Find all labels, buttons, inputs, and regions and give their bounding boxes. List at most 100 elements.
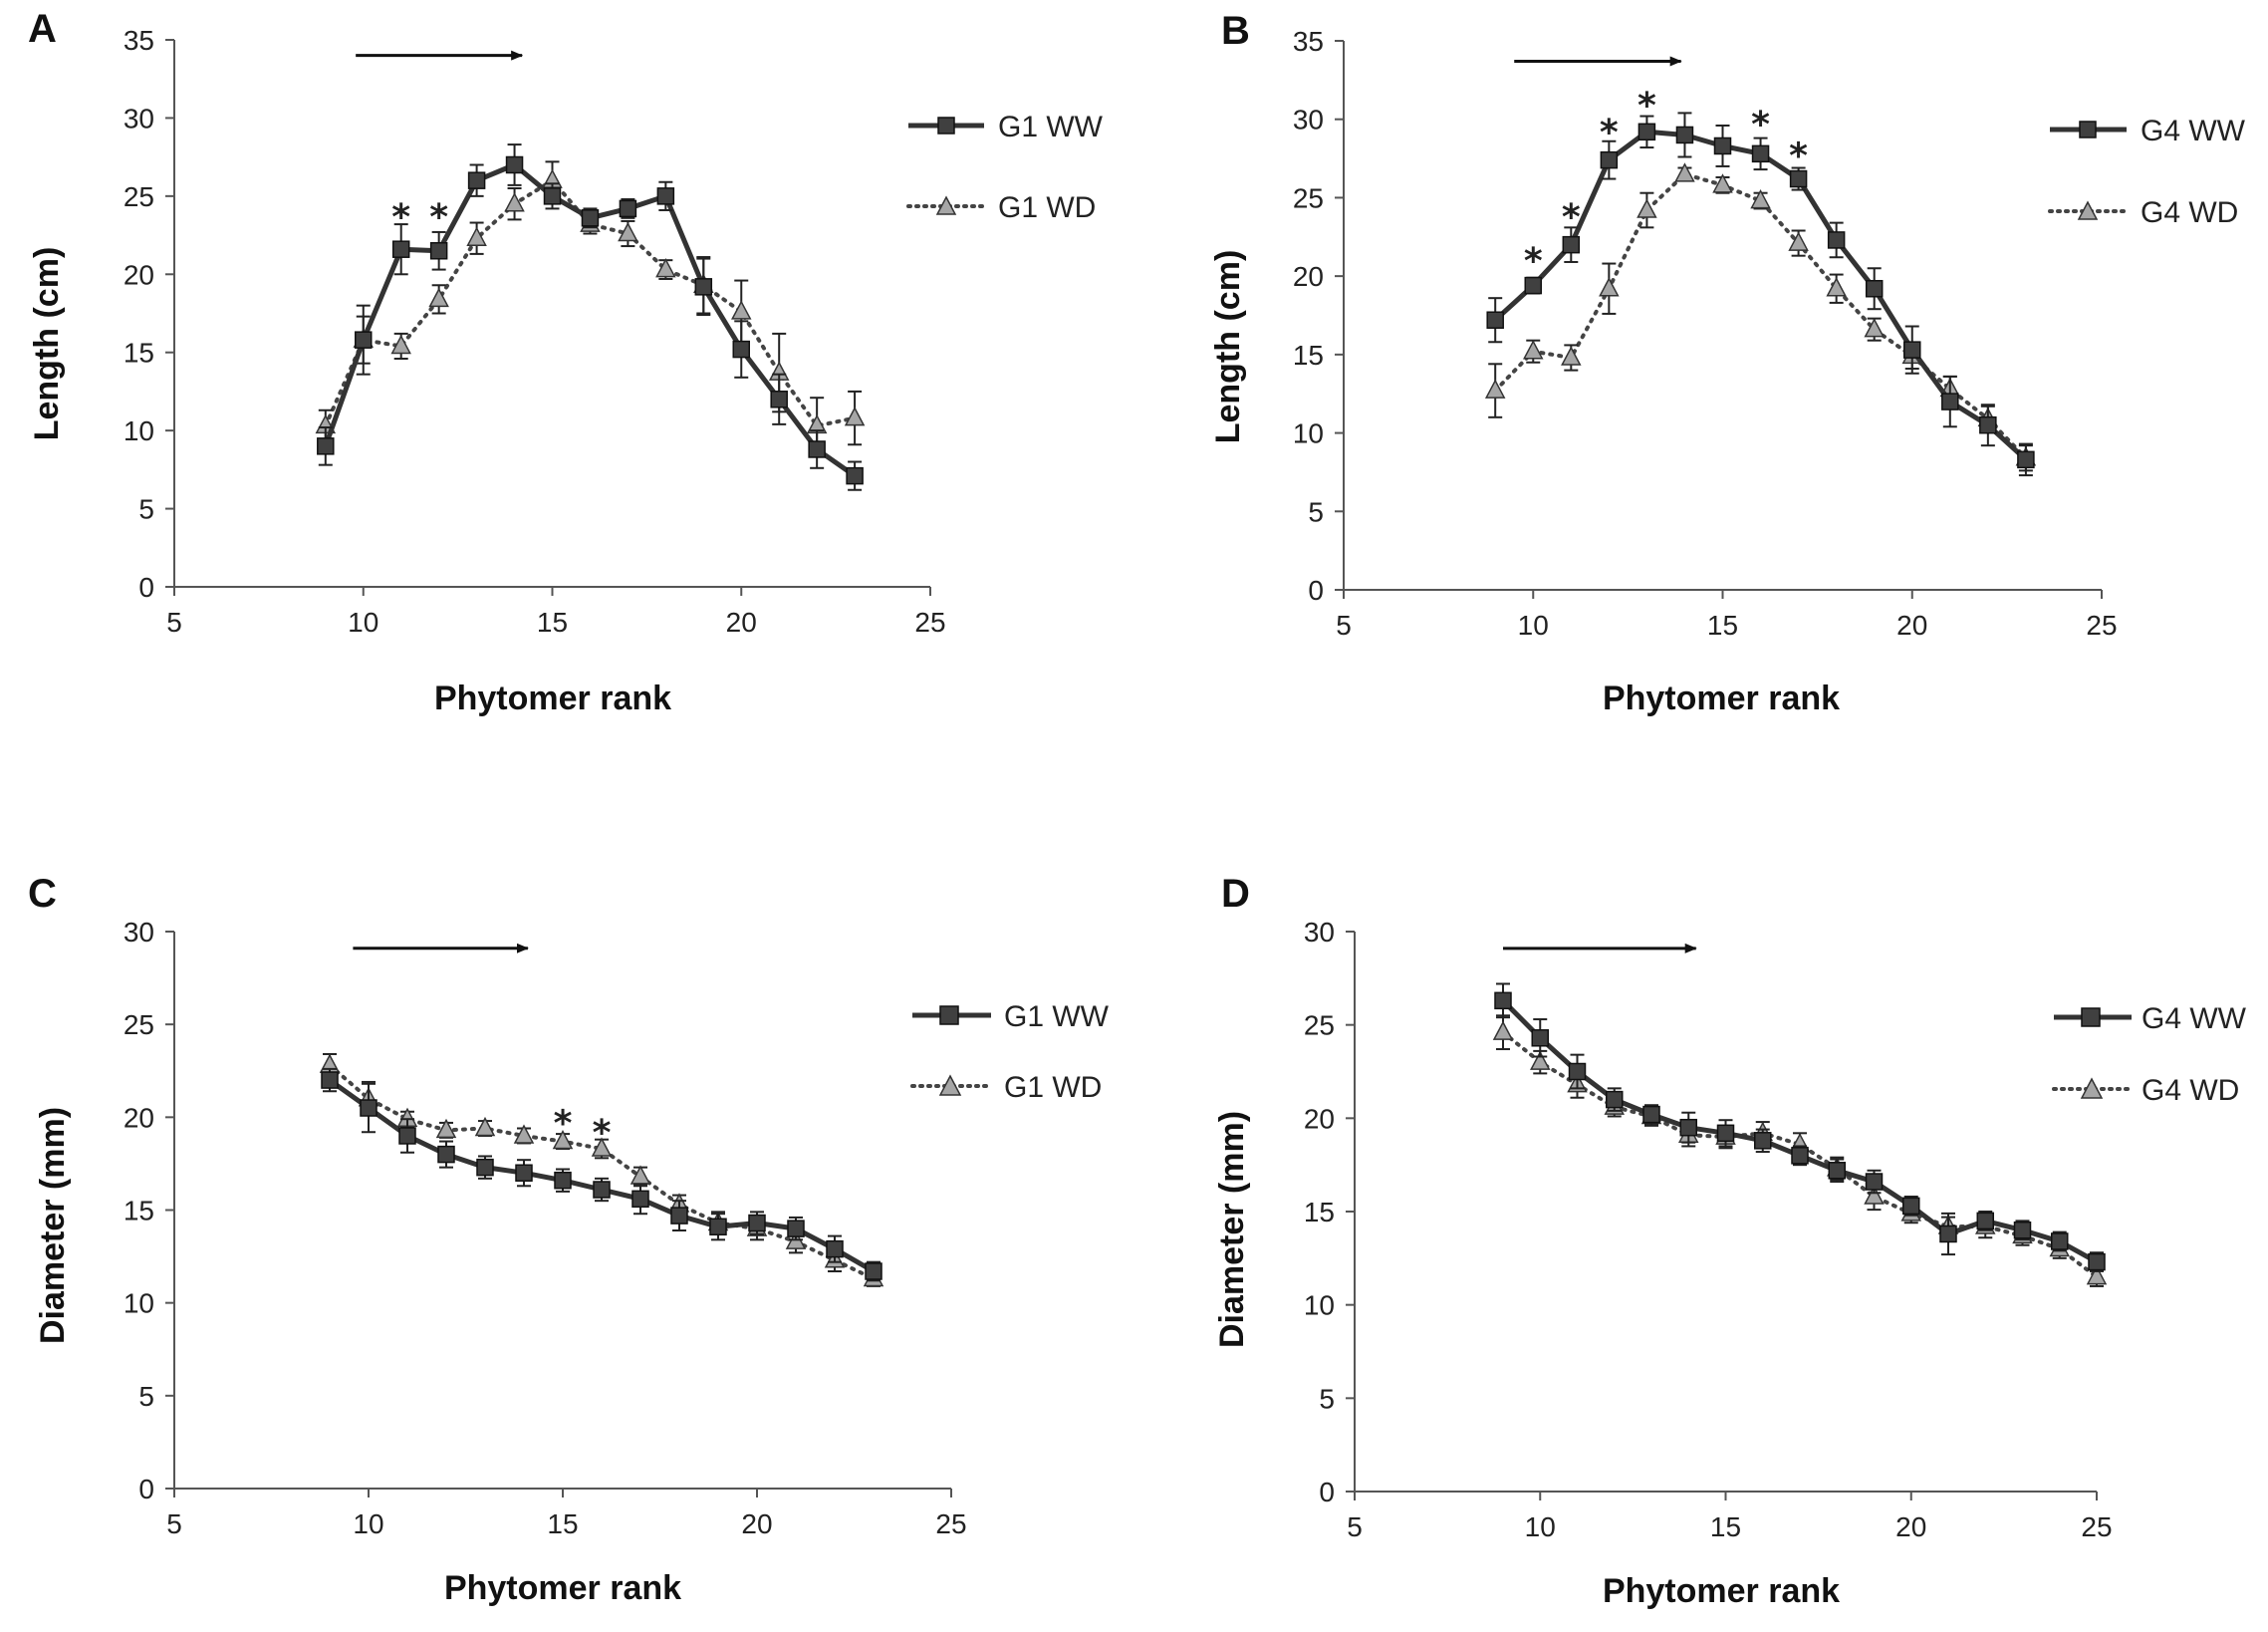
legend-entry-wd: G1 WD (910, 1071, 1102, 1104)
x-tick-label: 10 (348, 607, 378, 638)
data-point-square (2088, 1252, 2106, 1271)
legend-label-ww: G4 WW (2142, 1002, 2247, 1035)
data-point-triangle (1637, 198, 1657, 218)
data-point-square (1606, 1090, 1624, 1109)
data-point-triangle (1492, 1020, 1514, 1040)
data-point-square (437, 1145, 455, 1164)
y-tick-label: 5 (138, 494, 154, 525)
data-point-square (1865, 1173, 1884, 1191)
data-point-square (732, 340, 750, 359)
y-tick-label: 15 (1304, 1197, 1335, 1227)
y-tick-label: 30 (1293, 105, 1324, 136)
y-tick-label: 30 (124, 917, 154, 948)
y-tick-label: 0 (138, 1474, 154, 1504)
legend-label-wd: G1 WD (1004, 1071, 1102, 1104)
y-tick-label: 20 (1304, 1103, 1335, 1134)
data-point-triangle (390, 334, 411, 355)
legend-marker-triangle (2080, 1077, 2104, 1099)
data-point-square (1754, 1132, 1772, 1150)
significance-star: * (1789, 136, 1808, 176)
data-point-square (1524, 276, 1542, 295)
y-tick-label: 10 (124, 415, 154, 446)
y-tick-label: 25 (1293, 182, 1324, 213)
legend: G4 WW G4 WD (2048, 115, 2246, 229)
data-point-triangle (474, 1116, 496, 1137)
y-tick-label: 25 (1304, 1010, 1335, 1041)
legend-marker-triangle (938, 1074, 962, 1096)
data-point-square (1941, 393, 1959, 410)
series-line (1493, 171, 2028, 460)
legend-label-ww: G1 WW (998, 111, 1104, 143)
data-point-square (1939, 1224, 1957, 1243)
data-point-triangle (1523, 340, 1544, 360)
data-point-square (467, 171, 486, 189)
series-g1-ww (317, 143, 864, 491)
y-axis-title: Diameter (mm) (1213, 1111, 1251, 1348)
data-point-square (1716, 1124, 1735, 1143)
series-g4-ww (1486, 112, 2035, 477)
y-tick-label: 30 (1304, 917, 1335, 948)
x-tick-label: 5 (166, 607, 182, 638)
data-point-square (321, 1071, 339, 1089)
data-point-square (2013, 1221, 2032, 1239)
data-point-triangle (630, 1165, 651, 1185)
data-point-square (1642, 1105, 1660, 1124)
y-tick-label: 5 (1308, 496, 1324, 527)
significance-star: * (554, 1104, 573, 1145)
legend: G1 WW G1 WD (906, 111, 1104, 224)
y-tick-label: 20 (124, 259, 154, 290)
x-tick-label: 25 (935, 1508, 966, 1539)
y-tick-label: 20 (1293, 261, 1324, 292)
panel-letter: B (1221, 9, 1250, 53)
y-tick-label: 5 (1319, 1383, 1335, 1414)
data-point-square (505, 155, 524, 174)
x-tick-label: 5 (166, 1508, 182, 1539)
legend-entry-wd: G1 WD (906, 191, 1096, 224)
data-point-triangle (1530, 1050, 1551, 1070)
x-tick-label: 15 (547, 1508, 578, 1539)
x-tick-label: 20 (741, 1508, 772, 1539)
y-tick-label: 35 (1293, 26, 1324, 57)
legend-entry-wd: G4 WD (2052, 1074, 2239, 1107)
x-tick-label: 15 (1710, 1511, 1741, 1542)
significance-star: * (1600, 113, 1619, 153)
data-point-square (1531, 1029, 1549, 1047)
legend-marker-triangle (2077, 200, 2099, 220)
y-axis-title: Diameter (mm) (34, 1107, 72, 1344)
legend-label-wd: G1 WD (998, 191, 1096, 224)
y-tick-label: 0 (138, 572, 154, 603)
y-tick-label: 25 (124, 1009, 154, 1040)
data-point-square (1791, 1147, 1809, 1165)
data-point-square (656, 187, 675, 205)
legend-marker-square (2079, 121, 2097, 138)
data-point-square (476, 1158, 494, 1177)
y-tick-label: 0 (1319, 1477, 1335, 1507)
data-point-square (826, 1239, 844, 1258)
series-g1-ww (321, 1067, 882, 1282)
x-tick-label: 10 (1518, 610, 1549, 641)
data-point-triangle (1484, 379, 1506, 399)
data-point-triangle (731, 300, 752, 320)
x-tick-label: 15 (537, 607, 568, 638)
y-axis-title: Length (cm) (1209, 250, 1247, 444)
legend-entry-ww: G1 WW (908, 111, 1104, 143)
series-g1-wd (319, 1052, 884, 1287)
significance-star: * (391, 197, 410, 238)
data-point-triangle (655, 257, 676, 278)
legend-marker-square (937, 117, 955, 135)
y-tick-label: 35 (124, 25, 154, 56)
significance-star: * (1751, 105, 1770, 145)
x-tick-label: 25 (2086, 610, 2117, 641)
data-point-triangle (466, 226, 487, 246)
series-line (1493, 129, 2028, 462)
series-line (1501, 998, 2099, 1264)
data-point-triangle (1599, 277, 1620, 297)
data-point-square (846, 466, 864, 485)
panel-letter: C (28, 872, 57, 916)
data-point-square (1562, 235, 1581, 254)
y-tick-label: 20 (124, 1102, 154, 1133)
y-tick-label: 15 (124, 338, 154, 369)
x-axis-title: Phytomer rank (434, 680, 671, 717)
data-point-square (554, 1171, 572, 1190)
